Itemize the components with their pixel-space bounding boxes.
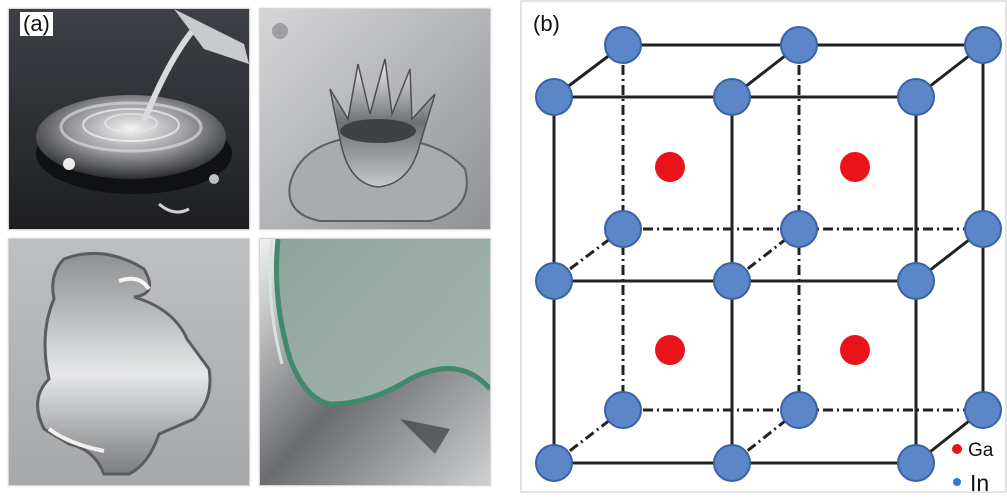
ga-atom	[840, 152, 870, 182]
ga-atom	[655, 152, 685, 182]
in-atom	[713, 78, 751, 116]
in-atom	[964, 26, 1002, 64]
legend-ga-label: Ga	[968, 440, 994, 461]
ga-atom	[840, 335, 870, 365]
in-atom	[780, 391, 818, 429]
legend-in-label: In	[970, 470, 989, 493]
panel-a-label: (a)	[20, 12, 53, 36]
legend: Ga In	[952, 440, 994, 496]
photo-spread-film	[8, 238, 250, 486]
in-atom	[780, 210, 818, 248]
in-atom	[713, 444, 751, 482]
panel-b: Ga In (b)	[520, 0, 1007, 496]
in-atom	[897, 262, 935, 300]
legend-ga-marker	[952, 444, 962, 454]
in-atom	[604, 210, 642, 248]
in-atom	[535, 262, 573, 300]
crystal-lattice-diagram: Ga In	[520, 0, 1007, 496]
panel-a: (a)	[0, 0, 500, 493]
in-atom	[535, 78, 573, 116]
in-atom	[964, 391, 1002, 429]
photo-coated-glass-edge	[259, 238, 491, 486]
legend-in-marker	[953, 478, 961, 486]
panel-b-label: (b)	[530, 12, 563, 36]
in-atom	[535, 444, 573, 482]
in-atom	[897, 444, 935, 482]
photo-splash-crown	[259, 8, 491, 230]
in-atom	[604, 26, 642, 64]
in-atom	[713, 262, 751, 300]
photo-pouring-droplet	[8, 8, 250, 230]
ga-atom	[655, 335, 685, 365]
in-atom	[604, 391, 642, 429]
in-atom	[897, 78, 935, 116]
in-atom	[964, 210, 1002, 248]
in-atom	[780, 26, 818, 64]
